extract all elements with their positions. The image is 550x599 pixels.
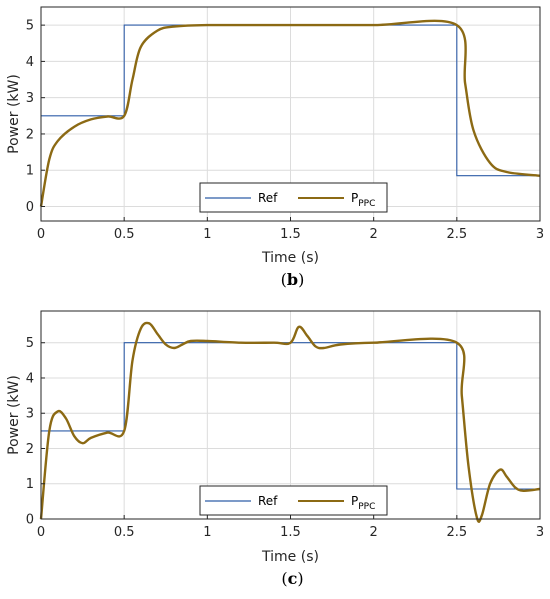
legend-label-ref: Ref	[258, 494, 278, 508]
x-tick-label: 1.5	[280, 525, 301, 540]
y-tick-label: 2	[26, 442, 34, 457]
legend-label-main: Ref	[258, 494, 278, 508]
y-tick-label: 5	[26, 336, 34, 351]
legend-label-main: P	[351, 494, 358, 508]
y-axis-label: Power (kW)	[6, 375, 22, 455]
caption-open-paren: (	[281, 569, 287, 588]
x-tick-label: 2	[370, 525, 378, 540]
legend-label-main: Ref	[258, 191, 278, 205]
x-tick-label: 0.5	[114, 227, 135, 242]
legend-label-ppc: PPPC	[351, 494, 375, 512]
x-tick-label: 3	[536, 227, 544, 242]
x-tick-label: 0.5	[114, 525, 135, 540]
legend-label-main: P	[351, 191, 358, 205]
legend-label-subscript: PPC	[358, 502, 375, 512]
y-tick-label: 1	[26, 477, 34, 492]
chart-panel-b: 0 0.5 1 1.5 2 2.5 3 0 1 2 3 4 5 Time (s) Power (kW) (b)…	[6, 6, 544, 289]
panel-caption: (c)	[281, 569, 303, 588]
x-axis-label: Time (s)	[261, 549, 319, 565]
x-axis-label: Time (s)	[261, 250, 319, 266]
y-tick-label: 5	[26, 19, 34, 34]
x-tick-label: 2	[370, 227, 378, 242]
legend-label-subscript: PPC	[358, 199, 375, 209]
series-line-ppc	[39, 19, 541, 207]
x-tick-label: 1.5	[280, 227, 301, 242]
y-tick-label: 1	[26, 164, 34, 179]
y-tick-label: 3	[26, 407, 34, 422]
caption-close-paren: )	[298, 270, 304, 289]
legend-label-ppc: PPPC	[351, 191, 375, 209]
y-axis-label: Power (kW)	[6, 74, 22, 154]
x-tick-label: 1	[203, 525, 211, 540]
chart-panel-c: 0 0.5 1 1.5 2 2.5 3 0 1 2 3 4 5 Time (s) Power (kW) (c)…	[6, 310, 544, 588]
legend-label-ref: Ref	[258, 191, 278, 205]
legend: Ref PPPC	[199, 182, 388, 213]
legend: Ref PPPC	[199, 485, 388, 516]
caption-open-paren: (	[281, 270, 287, 289]
panel-caption: (b)	[281, 270, 305, 289]
x-tick-label: 0	[37, 525, 45, 540]
caption-letter: c	[288, 569, 298, 588]
x-tick-label: 2.5	[446, 525, 467, 540]
caption-close-paren: )	[297, 569, 303, 588]
x-tick-label: 2.5	[446, 227, 467, 242]
caption-letter: b	[287, 270, 298, 289]
y-tick-label: 4	[26, 55, 34, 70]
y-tick-label: 4	[26, 371, 34, 386]
x-tick-label: 1	[203, 227, 211, 242]
y-tick-label: 0	[26, 200, 34, 215]
x-tick-label: 0	[37, 227, 45, 242]
x-tick-label: 3	[536, 525, 544, 540]
y-tick-label: 3	[26, 91, 34, 106]
y-tick-label: 0	[26, 513, 34, 528]
y-tick-label: 2	[26, 127, 34, 142]
